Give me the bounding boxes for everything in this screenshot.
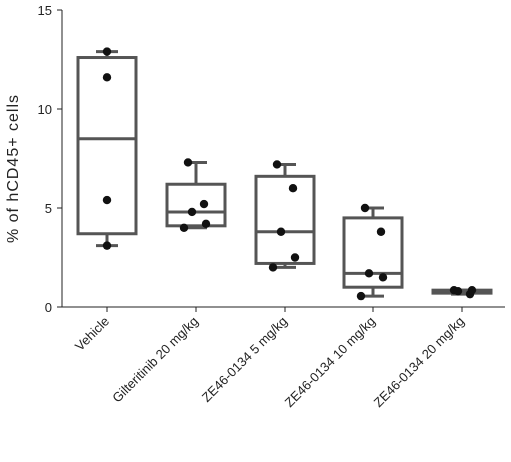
data-point bbox=[276, 227, 286, 236]
data-point bbox=[356, 291, 366, 301]
box-iqr bbox=[342, 216, 404, 289]
data-point bbox=[183, 158, 193, 167]
data-point bbox=[378, 273, 388, 282]
y-tick-label: 5 bbox=[45, 201, 52, 216]
box-iqr bbox=[165, 182, 227, 228]
data-point bbox=[453, 286, 463, 296]
y-axis: 0 5 10 15 bbox=[38, 3, 63, 315]
data-point bbox=[102, 73, 112, 82]
box-group bbox=[254, 160, 316, 272]
y-tick-label: 10 bbox=[38, 102, 52, 117]
y-tick-label: 0 bbox=[45, 300, 52, 315]
data-point bbox=[376, 227, 386, 236]
x-tick-label: ZE46-0134 5 mg/kg bbox=[199, 314, 290, 405]
data-point bbox=[102, 47, 112, 56]
box-group bbox=[431, 285, 493, 299]
data-point bbox=[364, 269, 374, 278]
box-iqr bbox=[76, 56, 138, 236]
box-group bbox=[342, 203, 404, 301]
data-point bbox=[201, 219, 211, 229]
box-series bbox=[76, 47, 493, 301]
data-point bbox=[290, 253, 300, 262]
x-tick-label: ZE46-0134 10 mg/kg bbox=[282, 314, 378, 410]
data-point bbox=[467, 285, 477, 295]
box-iqr bbox=[254, 174, 316, 265]
y-tick-label: 15 bbox=[38, 3, 52, 18]
box-group bbox=[165, 158, 227, 232]
data-point bbox=[102, 195, 112, 205]
x-tick-label: Vehicle bbox=[72, 314, 112, 354]
data-point bbox=[102, 241, 112, 250]
data-point bbox=[268, 263, 278, 272]
data-point bbox=[288, 184, 298, 193]
box-group bbox=[76, 47, 138, 250]
data-point bbox=[179, 223, 189, 232]
data-point bbox=[272, 160, 282, 169]
x-tick-label: Gilteritinib 20 mg/kg bbox=[109, 314, 201, 406]
data-point bbox=[360, 203, 370, 213]
x-tick-label: ZE46-0134 20 mg/kg bbox=[371, 314, 467, 410]
data-point bbox=[199, 199, 209, 209]
y-axis-title: % of hCD45+ cells bbox=[5, 94, 22, 243]
data-point bbox=[187, 207, 197, 217]
